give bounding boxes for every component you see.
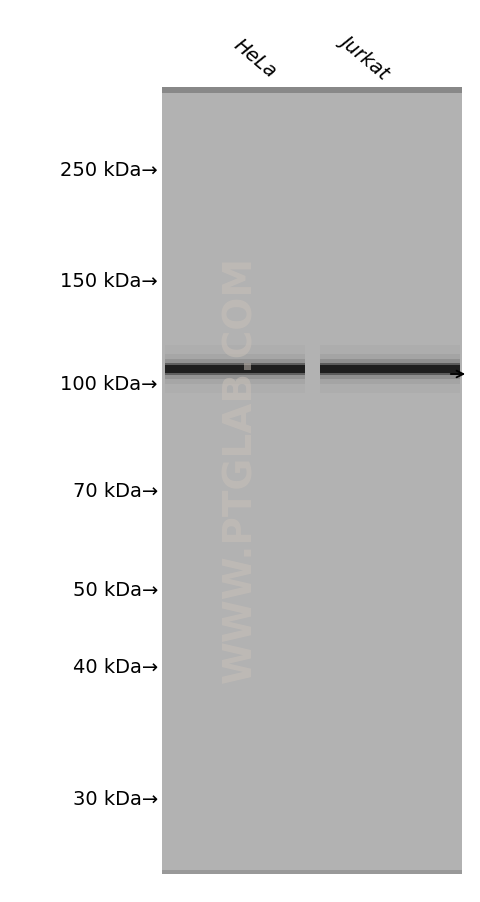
Text: 250 kDa→: 250 kDa→ — [60, 161, 158, 179]
Bar — [320, 364, 460, 375]
Text: 50 kDa→: 50 kDa→ — [72, 581, 158, 600]
Text: 40 kDa→: 40 kDa→ — [73, 658, 158, 676]
Bar — [165, 345, 305, 393]
Bar — [165, 354, 305, 384]
Text: HeLa: HeLa — [230, 35, 280, 82]
Bar — [162, 87, 462, 94]
Text: 30 kDa→: 30 kDa→ — [73, 789, 158, 808]
Bar — [165, 360, 305, 379]
Bar — [162, 87, 462, 874]
Bar — [165, 366, 305, 373]
Text: 70 kDa→: 70 kDa→ — [73, 482, 158, 501]
Bar — [320, 360, 460, 379]
Text: 100 kDa→: 100 kDa→ — [60, 375, 158, 394]
Bar — [165, 364, 305, 375]
Text: Jurkat: Jurkat — [337, 31, 393, 82]
Bar — [162, 870, 462, 874]
Bar — [320, 366, 460, 373]
Text: 150 kDa→: 150 kDa→ — [60, 272, 158, 291]
Bar — [320, 354, 460, 384]
Text: WWW.PTGLAB.COM: WWW.PTGLAB.COM — [221, 255, 259, 683]
Bar — [320, 345, 460, 393]
